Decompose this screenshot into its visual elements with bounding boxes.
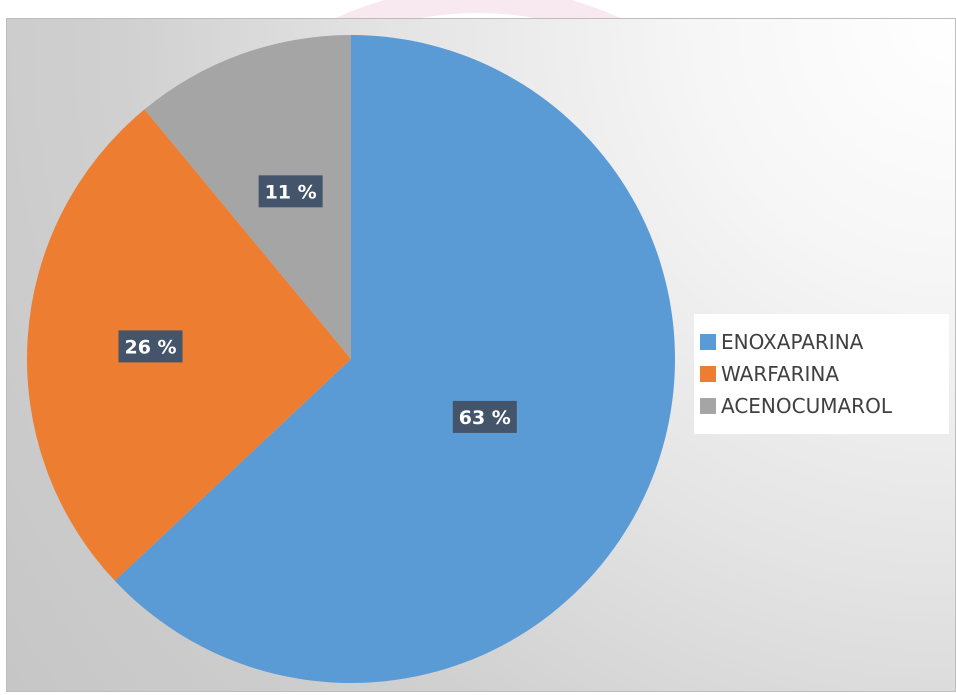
data-label-acenocumarol-box	[258, 175, 323, 208]
pie-chart: 63 % 26 % 11 %	[27, 35, 675, 683]
legend-label-enoxaparina: ENOXAPARINA	[721, 330, 864, 354]
data-label-warfarina-box	[118, 330, 183, 363]
data-label-acenocumarol-text: 11 %	[265, 181, 317, 203]
pie-slice-enoxaparina	[114, 35, 675, 683]
data-label-enoxaparina-box	[452, 400, 517, 433]
data-label-acenocumarol: 11 %	[258, 175, 323, 208]
legend-swatch-enoxaparina	[700, 334, 716, 350]
legend: ENOXAPARINA WARFARINA ACENOCUMAROL	[694, 314, 949, 434]
pie-slice-acenocumarol	[144, 35, 351, 359]
data-label-warfarina-text: 26 %	[124, 336, 176, 358]
legend-item-acenocumarol: ACENOCUMAROL	[700, 390, 949, 422]
legend-swatch-acenocumarol	[700, 398, 716, 414]
data-label-warfarina: 26 %	[118, 330, 183, 363]
legend-item-enoxaparina: ENOXAPARINA	[700, 326, 949, 358]
legend-label-acenocumarol: ACENOCUMAROL	[721, 394, 892, 418]
legend-label-warfarina: WARFARINA	[721, 362, 840, 386]
data-label-enoxaparina: 63 %	[452, 400, 517, 433]
pie-slice-warfarina	[27, 109, 352, 581]
chart-area: 63 % 26 % 11 % ENOXAPARINA WARFARINA ACENO…	[6, 18, 956, 692]
data-label-enoxaparina-text: 63 %	[459, 407, 511, 429]
legend-swatch-warfarina	[700, 366, 716, 382]
legend-item-warfarina: WARFARINA	[700, 358, 949, 390]
